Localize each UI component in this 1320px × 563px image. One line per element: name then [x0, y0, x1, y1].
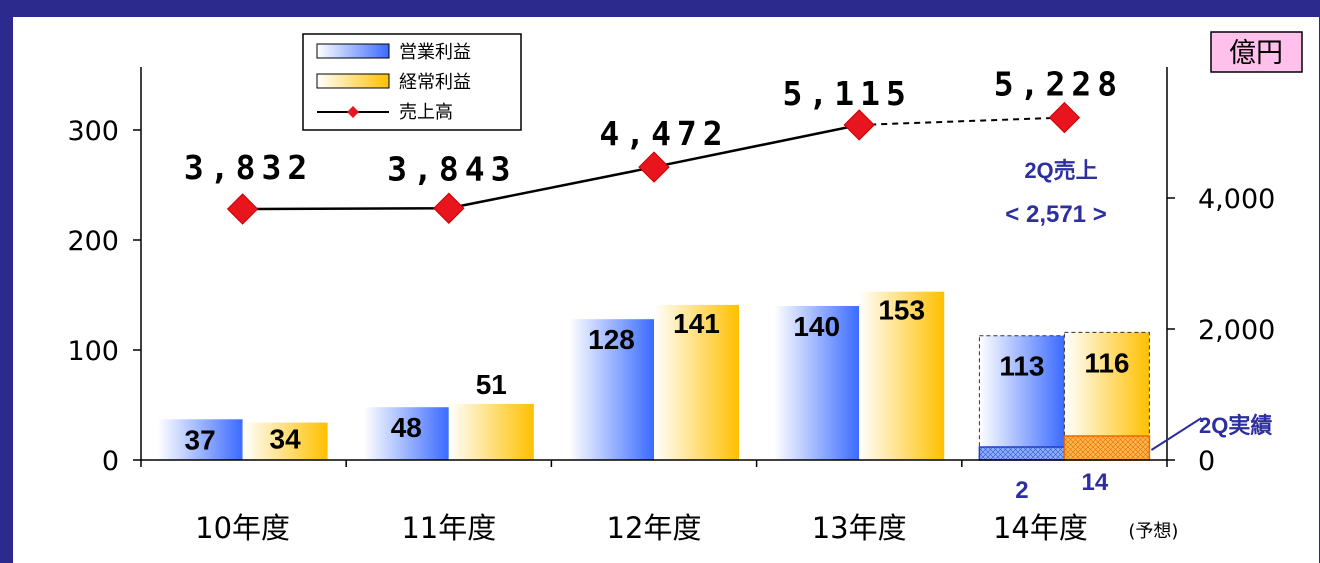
sales-marker [1048, 101, 1081, 134]
ordinary-profit-value-label: 116 [1084, 347, 1129, 378]
forecast-note-label: (予想) [1128, 521, 1178, 542]
legend-swatch-operating [316, 43, 390, 59]
bar-ordinary-profit [654, 304, 739, 460]
sales-value-label: 5,228 [994, 65, 1123, 104]
legend-item-label: 経常利益 [399, 72, 471, 93]
sales-line-forecast [859, 116, 1065, 126]
left-axis-tick-label: 100 [67, 336, 119, 367]
legend-swatch-sales-marker [347, 106, 359, 118]
ordinary-profit-value-label: 141 [673, 308, 720, 339]
sales-value-label: 3,832 [184, 148, 313, 187]
sales-line [242, 123, 860, 211]
right-axis-tick-label: 4,000 [1198, 184, 1275, 215]
bar-operating-profit [157, 419, 243, 460]
half-year-sales-title: 2Q売上 [1024, 158, 1097, 183]
x-axis-category-label: 10年度 [195, 511, 290, 545]
ordinary-profit-value-label: 51 [476, 369, 507, 400]
revenue-profit-chart: 0 100 200 300 0 2,000 4,000 10年度 11年度 12年度 13年度 14年… [67, 31, 1303, 545]
legend-item-label: 売上高 [399, 102, 453, 123]
operating-profit-value-label: 113 [999, 351, 1044, 382]
left-axis-tick-label: 200 [67, 226, 119, 257]
operating-profit-value-label: 48 [391, 412, 422, 443]
x-axis-category-label: 11年度 [401, 511, 496, 545]
right-axis-tick-label: 0 [1198, 446, 1215, 477]
right-axis-tick-label: 2,000 [1198, 315, 1275, 346]
operating-profit-value-label: 128 [588, 324, 635, 355]
half-year-ordinary-label: 14 [1082, 469, 1109, 496]
legend-swatch-ordinary [316, 73, 390, 89]
sales-value-label: 3,843 [387, 149, 516, 188]
sales-marker [843, 109, 875, 141]
bar-operating-profit [979, 335, 1065, 460]
ordinary-profit-value-label: 153 [878, 295, 925, 326]
x-axis-category-label: 12年度 [607, 511, 702, 545]
left-axis-tick-label: 0 [102, 446, 119, 477]
half-year-callout-line [1150, 417, 1202, 451]
x-axis-category-label: 14年度 [993, 511, 1088, 545]
bar-operating-profit [363, 407, 449, 460]
bar-ordinary-profit [242, 422, 328, 460]
x-axis-category-label: 13年度 [812, 511, 907, 545]
left-axis-tick-label: 300 [67, 116, 119, 147]
unit-box [1210, 31, 1303, 73]
legend-item-label: 営業利益 [399, 42, 471, 63]
bar-ordinary-profit [859, 291, 945, 460]
operating-profit-value-label: 37 [185, 424, 216, 455]
sales-marker [638, 151, 670, 183]
sales-marker [433, 192, 465, 224]
half-year-sales-value: < 2,571 > [1005, 201, 1106, 228]
bar-2q-ordinary-profit [1063, 435, 1151, 461]
unit-label: 億円 [1229, 38, 1283, 69]
bar-operating-profit [569, 319, 654, 460]
half-year-operating-label: 2 [1015, 477, 1028, 504]
half-year-results-label: 2Q実績 [1199, 413, 1272, 438]
chart-panel: 0 100 200 300 0 2,000 4,000 10年度 11年度 12年度 13年度 14年… [13, 17, 1319, 563]
sales-value-label: 5,115 [783, 74, 912, 113]
sales-marker [226, 193, 259, 225]
bar-operating-profit [774, 306, 860, 460]
ordinary-profit-value-label: 34 [270, 424, 302, 455]
bar-2q-operating-profit [978, 446, 1066, 461]
sales-value-label: 4,472 [599, 114, 728, 153]
operating-profit-value-label: 140 [793, 311, 840, 342]
bar-ordinary-profit [448, 403, 534, 460]
